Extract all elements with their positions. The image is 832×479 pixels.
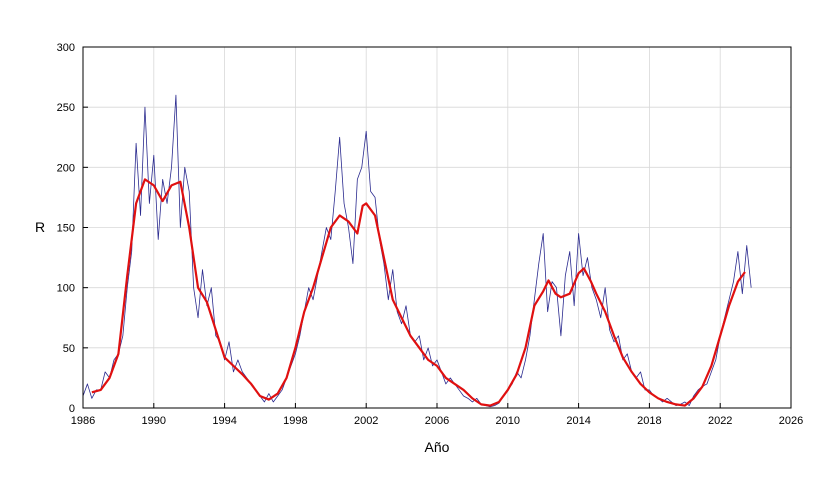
x-tick-label: 2010: [496, 415, 520, 427]
y-tick-label: 300: [57, 42, 75, 54]
y-axis-label: R: [35, 219, 45, 235]
x-tick-label: 2018: [637, 415, 661, 427]
x-tick-label: 2002: [354, 415, 378, 427]
y-tick-label: 150: [57, 223, 75, 235]
series-line: [91, 178, 746, 407]
x-tick-label: 2022: [708, 415, 732, 427]
x-tick-label: 2006: [425, 415, 449, 427]
x-tick-label: 2014: [566, 415, 590, 427]
x-tick-label: 1998: [283, 415, 307, 427]
x-tick-label: 1994: [212, 415, 236, 427]
y-tick-label: 50: [63, 343, 75, 355]
x-tick-label: 1990: [142, 415, 166, 427]
x-tick-label: 1986: [71, 415, 95, 427]
y-tick-label: 0: [69, 403, 75, 415]
y-tick-label: 250: [57, 102, 75, 114]
plot-frame: [82, 46, 792, 409]
x-tick-label: 2026: [779, 415, 803, 427]
y-tick-label: 200: [57, 162, 75, 174]
x-axis-label: Año: [425, 439, 450, 455]
series-line: [82, 94, 752, 408]
y-tick-label: 100: [57, 283, 75, 295]
